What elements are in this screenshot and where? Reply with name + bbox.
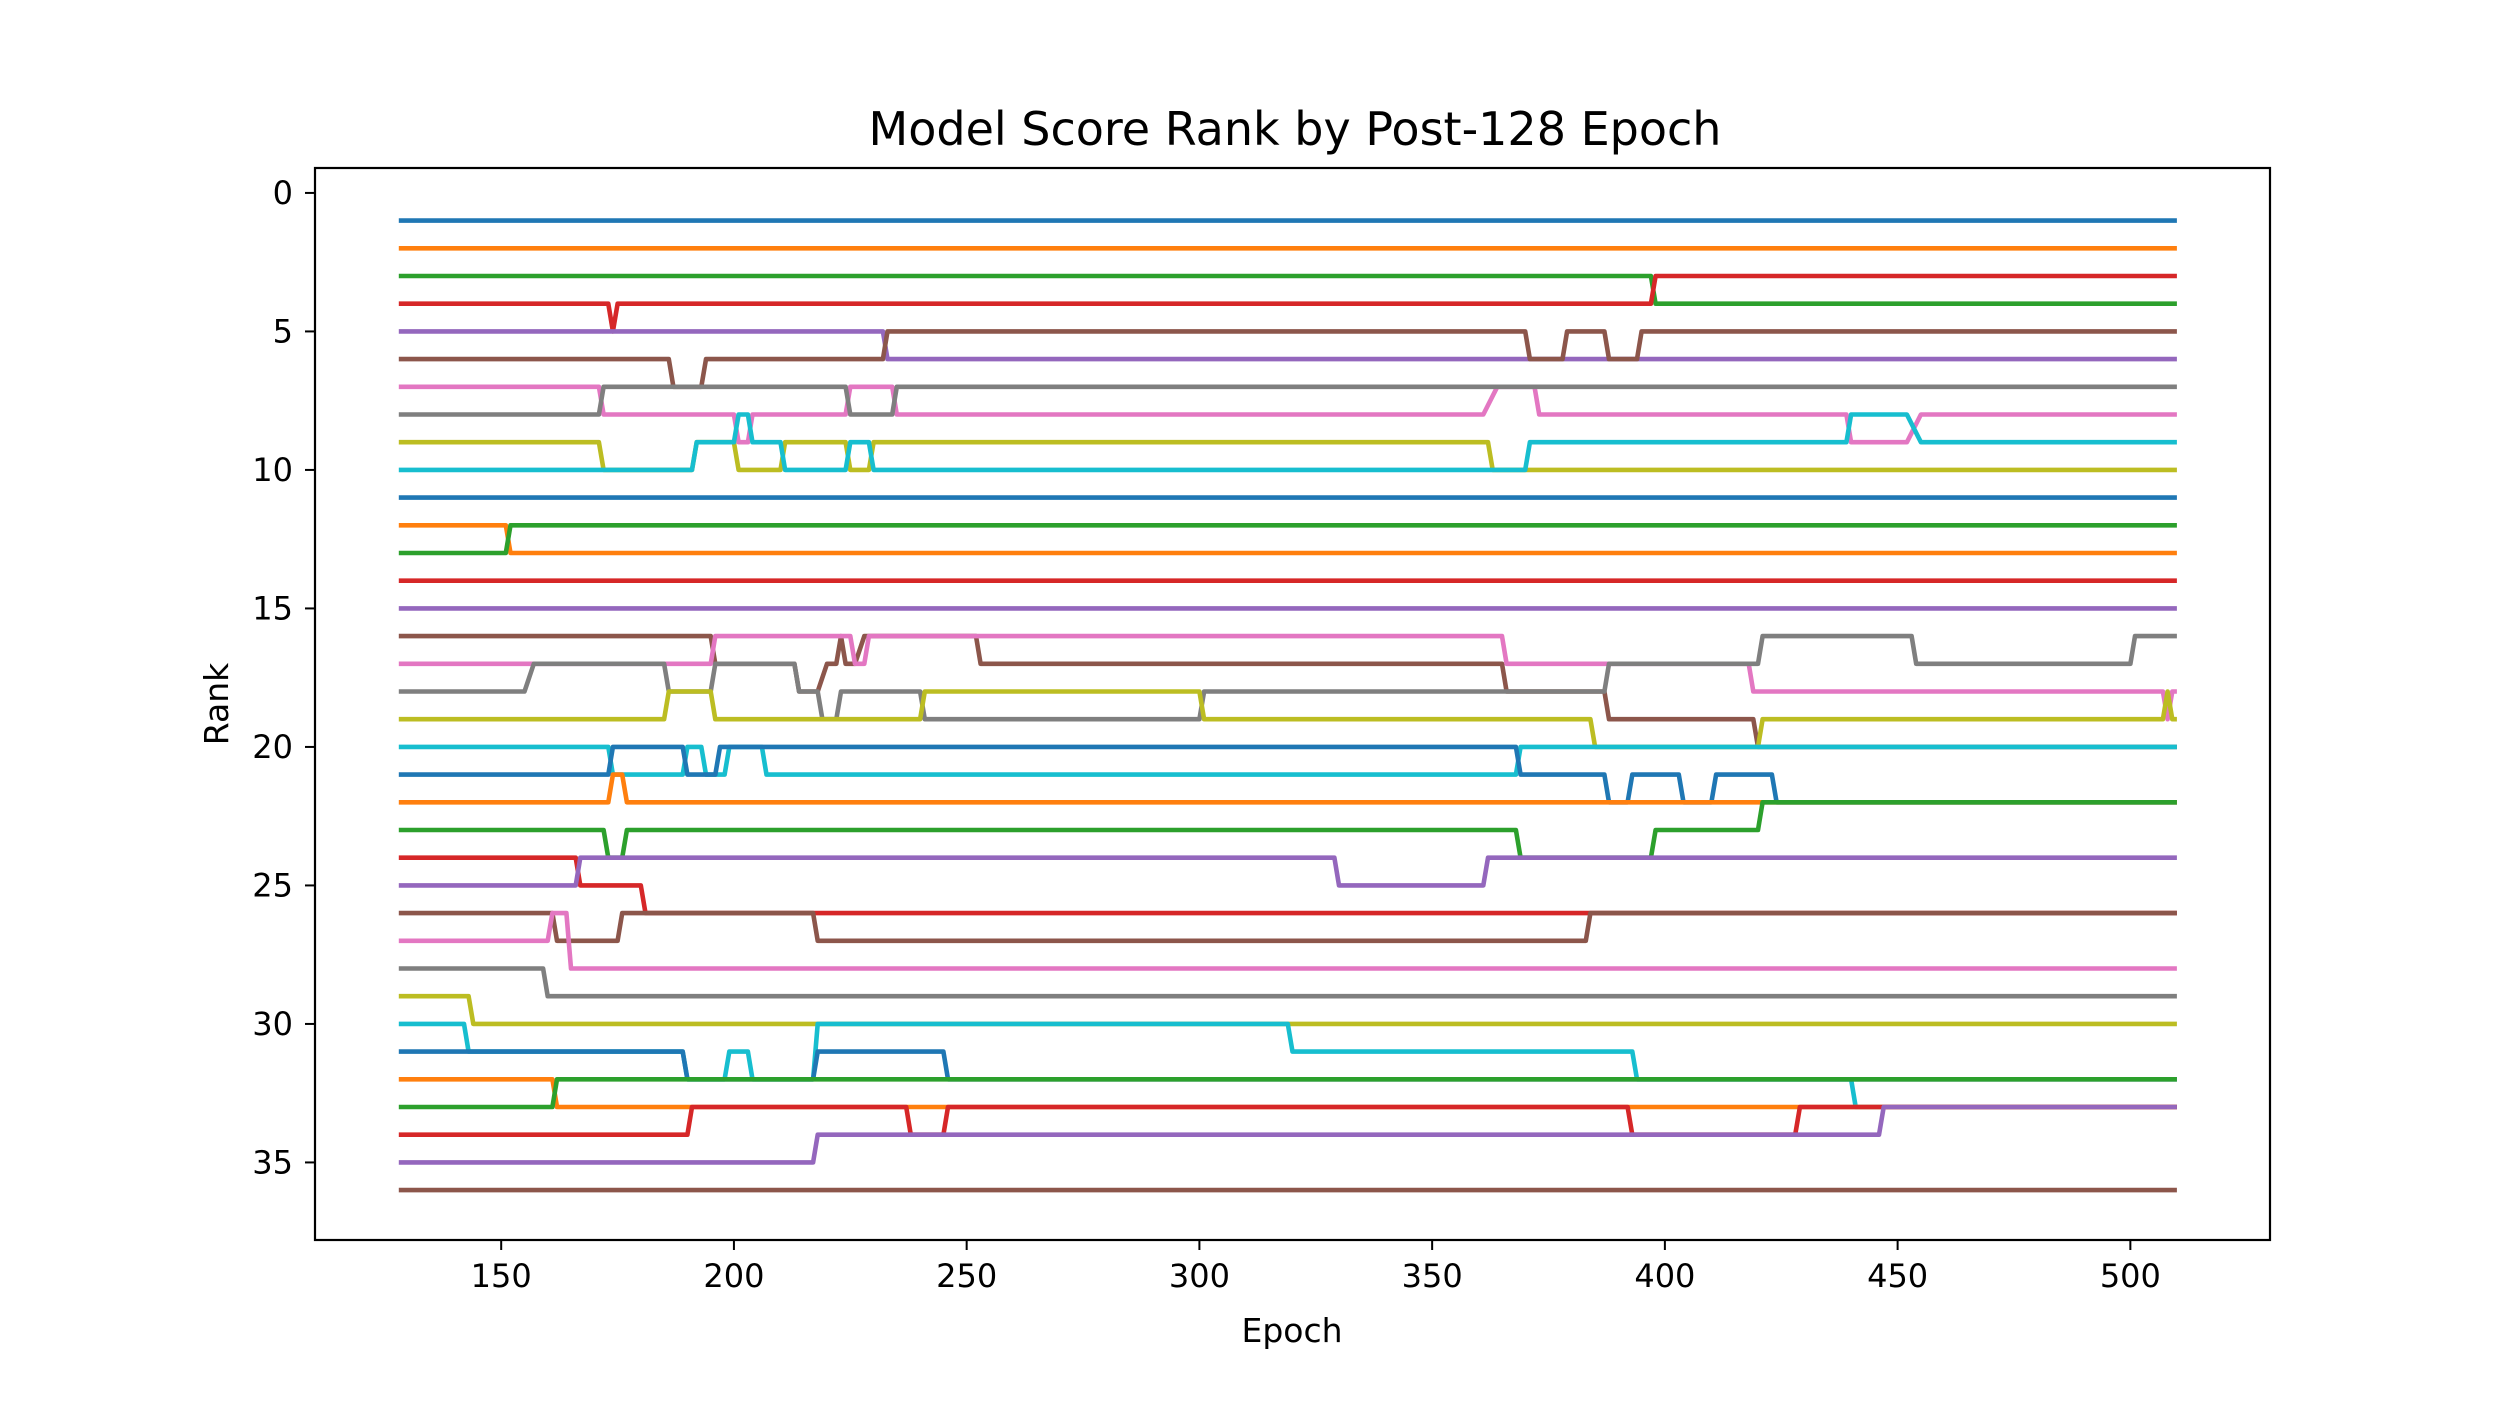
x-tick-label: 400 — [1634, 1257, 1695, 1295]
series-line-8 — [398, 384, 2177, 417]
series-line-4 — [398, 273, 2177, 334]
y-axis-ticks: 0 5 10 15 20 25 30 35 — [252, 174, 315, 1181]
y-tick-label: 10 — [252, 451, 293, 489]
x-tick-label: 200 — [703, 1257, 764, 1295]
series-line-28 — [398, 966, 2177, 999]
series-line-35 — [398, 1104, 2177, 1165]
x-tick-label: 150 — [471, 1257, 532, 1295]
series-line-19 — [398, 689, 2177, 750]
series-line-24 — [398, 855, 2177, 916]
series-line-25 — [398, 855, 2177, 888]
y-tick-label: 15 — [252, 589, 293, 627]
series-line-29 — [398, 993, 2177, 1027]
series-line-31 — [398, 1049, 2177, 1082]
chart-title: Model Score Rank by Post-128 Epoch — [869, 102, 1722, 156]
x-tick-label: 350 — [1402, 1257, 1463, 1295]
series-line-34 — [398, 1104, 2177, 1137]
series-line-23 — [398, 799, 2177, 861]
series-line-33 — [398, 1077, 2177, 1110]
x-axis-label: Epoch — [1241, 1311, 1342, 1350]
series-line-21 — [398, 744, 2177, 805]
y-tick-label: 0 — [273, 174, 293, 212]
y-axis-label: Rank — [197, 662, 236, 745]
x-axis-ticks: 150 200 250 300 350 400 450 500 — [471, 1240, 2161, 1295]
series-group — [398, 218, 2177, 1193]
y-tick-label: 5 — [273, 312, 293, 350]
x-tick-label: 450 — [1867, 1257, 1928, 1295]
x-tick-label: 500 — [2100, 1257, 2161, 1295]
x-tick-label: 300 — [1169, 1257, 1230, 1295]
y-tick-label: 30 — [252, 1005, 293, 1043]
series-line-22 — [398, 772, 2177, 805]
y-tick-label: 20 — [252, 728, 293, 766]
series-line-10 — [398, 412, 2177, 473]
series-line-26 — [398, 910, 2177, 944]
series-line-13 — [398, 522, 2177, 556]
plot-frame — [313, 166, 2272, 1242]
y-tick-label: 35 — [252, 1143, 293, 1181]
series-line-17 — [398, 633, 2177, 722]
series-line-27 — [398, 910, 2177, 971]
y-tick-label: 25 — [252, 866, 293, 904]
x-tick-label: 250 — [936, 1257, 997, 1295]
